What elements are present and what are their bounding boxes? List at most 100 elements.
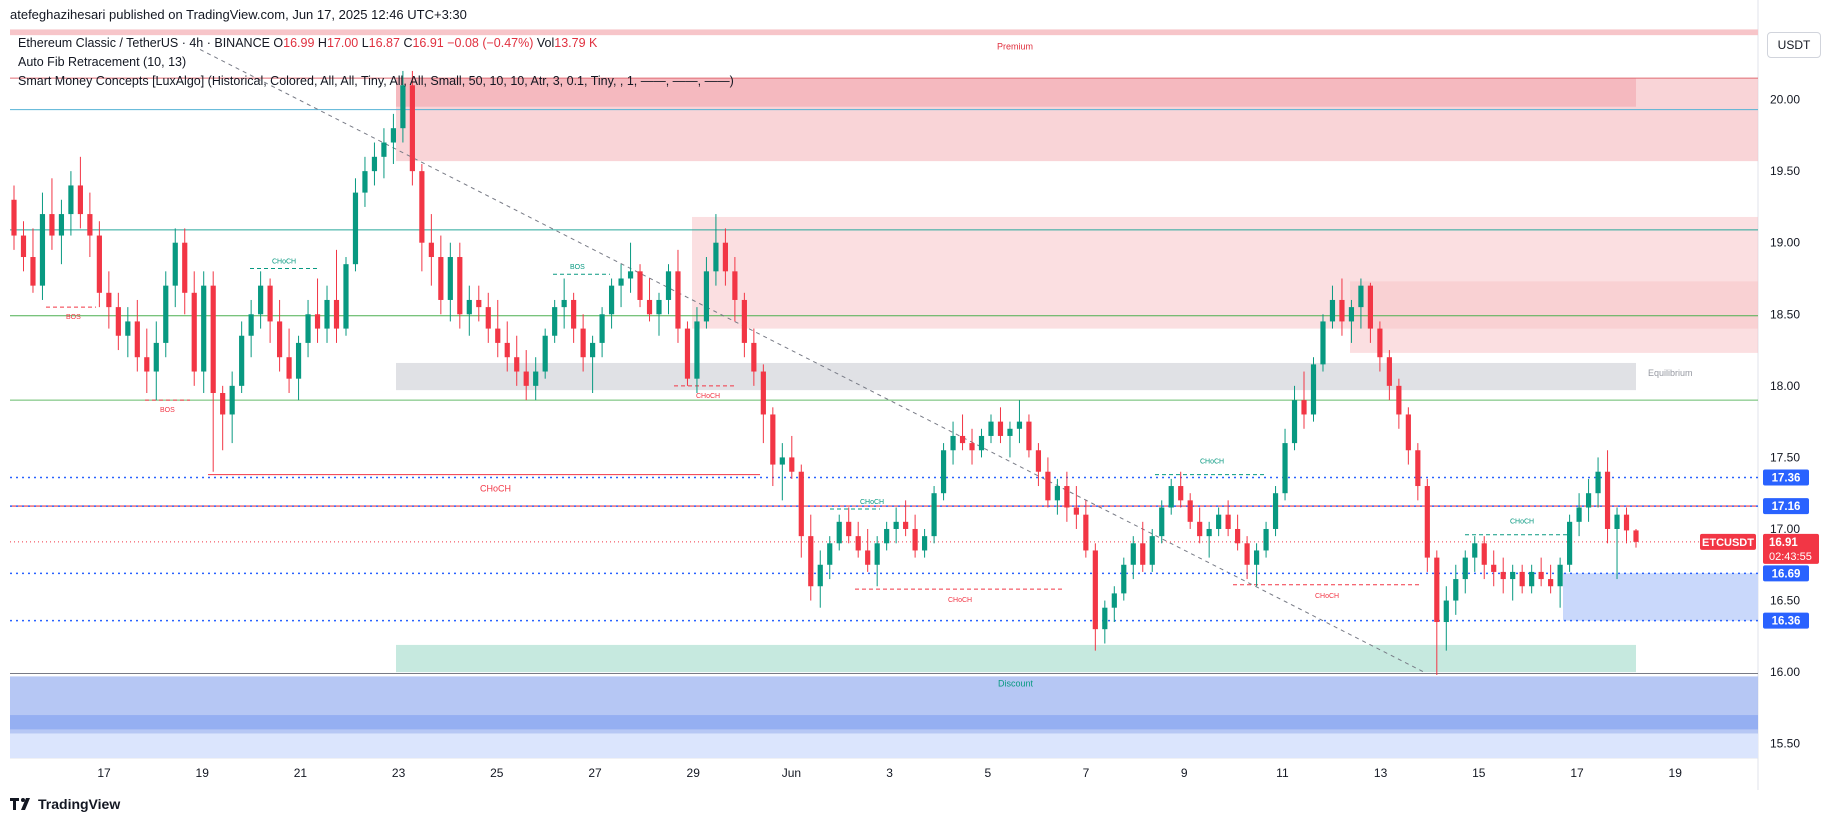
candle-body[interactable] xyxy=(552,307,558,336)
candle-body[interactable] xyxy=(248,314,254,336)
candle-body[interactable] xyxy=(1291,400,1298,444)
candle-body[interactable] xyxy=(276,321,283,358)
candle-body[interactable] xyxy=(656,299,662,315)
candle-body[interactable] xyxy=(476,299,482,308)
candle-body[interactable] xyxy=(940,450,947,494)
candle-body[interactable] xyxy=(1519,571,1525,587)
candle-body[interactable] xyxy=(684,328,691,379)
candle-body[interactable] xyxy=(1244,543,1250,565)
fib-indicator-row[interactable]: Auto Fib Retracement (10, 13) xyxy=(18,55,187,69)
candle-body[interactable] xyxy=(1424,486,1430,558)
candle-body[interactable] xyxy=(1358,285,1364,308)
candle-body[interactable] xyxy=(770,414,776,465)
candle-body[interactable] xyxy=(627,271,634,279)
candle-body[interactable] xyxy=(87,214,93,236)
candle-body[interactable] xyxy=(258,285,264,315)
candle-body[interactable] xyxy=(220,393,226,415)
candle-body[interactable] xyxy=(1595,471,1601,494)
candle-body[interactable] xyxy=(646,299,653,315)
candle-body[interactable] xyxy=(77,185,83,215)
candle-body[interactable] xyxy=(1092,550,1098,630)
candle-body[interactable] xyxy=(1472,543,1478,558)
candle-body[interactable] xyxy=(1481,543,1487,565)
candle-body[interactable] xyxy=(419,171,425,243)
candle-body[interactable] xyxy=(675,271,681,329)
candle-body[interactable] xyxy=(1121,564,1127,594)
candle-body[interactable] xyxy=(371,156,378,172)
candle-body[interactable] xyxy=(1462,557,1468,580)
candle-body[interactable] xyxy=(58,214,65,236)
smc-indicator-row[interactable]: Smart Money Concepts [LuxAlgo] (Historic… xyxy=(18,74,734,88)
candle-body[interactable] xyxy=(865,550,871,565)
candle-body[interactable] xyxy=(1016,421,1023,429)
candle-body[interactable] xyxy=(182,242,188,293)
candle-body[interactable] xyxy=(884,528,890,544)
candle-body[interactable] xyxy=(438,257,444,300)
candle-body[interactable] xyxy=(1491,564,1497,572)
currency-unit-button[interactable]: USDT xyxy=(1767,32,1821,58)
candle-body[interactable] xyxy=(874,543,880,565)
candle-body[interactable] xyxy=(808,536,814,587)
candle-body[interactable] xyxy=(1149,536,1155,565)
candle-body[interactable] xyxy=(1567,521,1573,565)
candle-body[interactable] xyxy=(125,321,131,336)
candle-body[interactable] xyxy=(1510,571,1516,580)
candle-body[interactable] xyxy=(514,357,520,372)
candle-body[interactable] xyxy=(1310,364,1317,415)
candle-body[interactable] xyxy=(846,521,852,537)
candle-body[interactable] xyxy=(637,271,643,300)
candle-body[interactable] xyxy=(1225,514,1231,529)
candle-body[interactable] xyxy=(1178,486,1184,501)
candle-body[interactable] xyxy=(286,357,292,379)
candle-body[interactable] xyxy=(1623,514,1630,531)
candle-body[interactable] xyxy=(504,342,510,358)
candle-body[interactable] xyxy=(1434,557,1440,623)
candle-body[interactable] xyxy=(144,357,150,372)
candle-body[interactable] xyxy=(855,536,861,551)
candle-body[interactable] xyxy=(1206,528,1212,537)
candle-body[interactable] xyxy=(798,471,804,537)
candle-body[interactable] xyxy=(1585,493,1592,508)
candle-body[interactable] xyxy=(542,335,548,372)
candle-body[interactable] xyxy=(1282,443,1288,494)
candle-body[interactable] xyxy=(333,299,340,329)
candle-body[interactable] xyxy=(959,435,966,444)
candle-body[interactable] xyxy=(912,528,918,551)
candle-body[interactable] xyxy=(1443,600,1449,623)
candle-body[interactable] xyxy=(608,285,615,315)
candle-body[interactable] xyxy=(1538,571,1544,580)
candle-body[interactable] xyxy=(134,321,140,358)
candle-body[interactable] xyxy=(1064,486,1070,508)
candle-body[interactable] xyxy=(390,128,397,143)
candle-body[interactable] xyxy=(1301,400,1307,415)
candle-body[interactable] xyxy=(732,271,738,300)
candle-body[interactable] xyxy=(1339,299,1345,322)
candle-body[interactable] xyxy=(343,264,349,329)
candle-body[interactable] xyxy=(153,342,159,372)
candle-body[interactable] xyxy=(1396,385,1402,415)
candle-body[interactable] xyxy=(1263,528,1269,551)
candle-body[interactable] xyxy=(760,371,766,415)
candle-body[interactable] xyxy=(49,214,55,236)
symbol-legend-row[interactable]: Ethereum Classic / TetherUS · 4h · BINAN… xyxy=(18,34,734,53)
candle-body[interactable] xyxy=(485,307,491,329)
candle-body[interactable] xyxy=(495,328,501,343)
candle-body[interactable] xyxy=(561,299,567,308)
candle-body[interactable] xyxy=(30,257,36,286)
candle-body[interactable] xyxy=(1045,471,1051,501)
candle-body[interactable] xyxy=(827,543,833,565)
candle-body[interactable] xyxy=(352,192,359,265)
candle-body[interactable] xyxy=(703,271,710,322)
candle-body[interactable] xyxy=(1216,514,1222,529)
candle-body[interactable] xyxy=(1405,414,1411,451)
candle-body[interactable] xyxy=(523,371,529,386)
candle-body[interactable] xyxy=(191,292,197,372)
candle-body[interactable] xyxy=(314,314,321,329)
candle-body[interactable] xyxy=(1140,543,1146,565)
candle-body[interactable] xyxy=(1083,514,1089,551)
candle-body[interactable] xyxy=(1272,493,1279,529)
candle-body[interactable] xyxy=(1386,357,1392,386)
candle-body[interactable] xyxy=(893,521,899,529)
candle-body[interactable] xyxy=(1453,579,1459,601)
candle-body[interactable] xyxy=(267,285,273,322)
